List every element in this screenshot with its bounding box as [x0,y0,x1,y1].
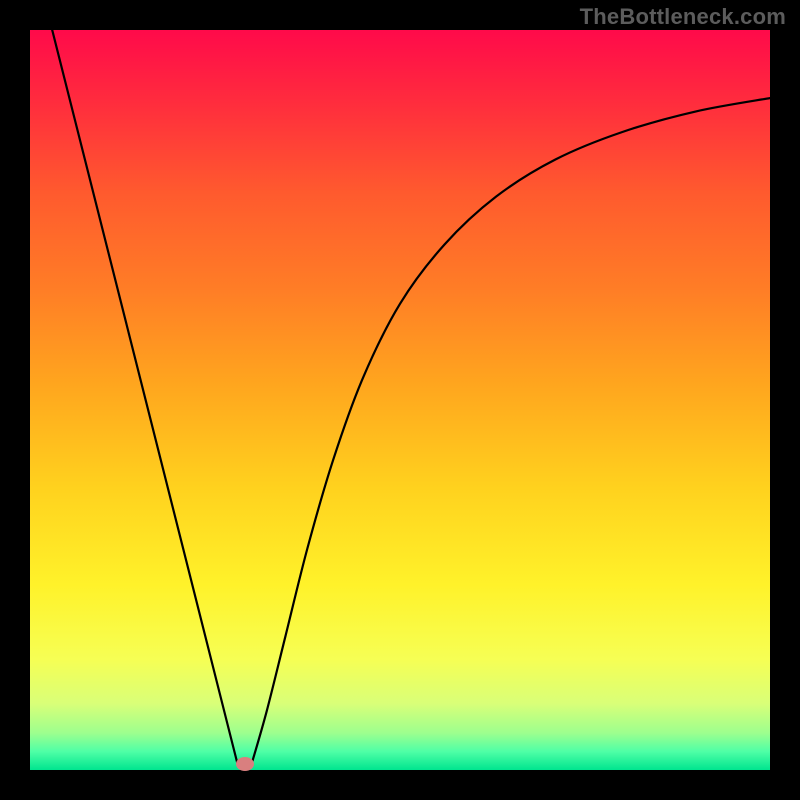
chart-frame: TheBottleneck.com [0,0,800,800]
watermark-text: TheBottleneck.com [580,4,786,30]
plot-area [30,30,770,770]
minimum-marker [236,757,254,771]
bottleneck-curve [52,30,770,763]
curve-svg [30,30,770,770]
